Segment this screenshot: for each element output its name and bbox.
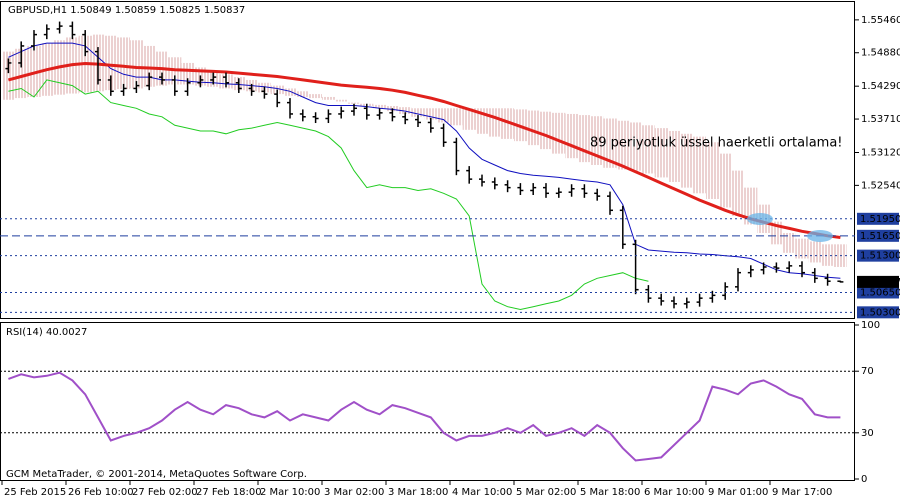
- cloud: [590, 116, 604, 165]
- level-box: [857, 306, 899, 319]
- y-tick-label: 1.54880: [861, 48, 900, 59]
- cloud: [552, 112, 566, 154]
- x-tick-label: 25 Feb 2015: [4, 487, 66, 498]
- cloud: [462, 108, 476, 130]
- level-box: [857, 249, 899, 262]
- level-label: 1.51300: [860, 251, 900, 262]
- cloud: [731, 170, 745, 216]
- cloud: [488, 108, 502, 137]
- cloud: [322, 96, 335, 100]
- cloud: [334, 99, 348, 102]
- cloud: [680, 133, 694, 188]
- highlight: [807, 230, 833, 242]
- x-tick-label: 4 Mar 10:00: [452, 487, 512, 498]
- y-tick-label: 0: [861, 474, 867, 485]
- cloud: [450, 108, 463, 126]
- indicator-line: [8, 79, 649, 311]
- cloud: [603, 118, 617, 168]
- x-tick-label: 9 Mar 01:00: [708, 487, 768, 498]
- y-tick-label: 1.55460: [861, 15, 900, 26]
- cloud: [104, 35, 118, 91]
- cloud: [309, 94, 322, 99]
- x-tick-label: 2 Mar 10:00: [260, 487, 320, 498]
- annotation: 89 periyotluk üssel haerketli ortalama!: [590, 136, 843, 151]
- cloud: [501, 108, 514, 139]
- indicator-line: [8, 371, 841, 462]
- cloud: [411, 108, 425, 117]
- cloud: [654, 128, 668, 178]
- cloud: [808, 241, 822, 263]
- cloud: [642, 125, 655, 174]
- level-box: [857, 212, 899, 225]
- cloud: [117, 37, 130, 90]
- cloud: [398, 107, 412, 114]
- x-tick-label: 9 Mar 17:00: [772, 487, 832, 498]
- cloud: [373, 104, 386, 109]
- cloud: [782, 232, 796, 253]
- rsi-frame: [0, 322, 855, 481]
- cloud: [718, 153, 732, 208]
- cloud: [693, 136, 706, 194]
- x-tick-label: 6 Mar 10:00: [644, 487, 704, 498]
- y-tick-label: 100: [861, 320, 880, 331]
- cloud: [629, 122, 642, 171]
- x-tick-label: 5 Mar 02:00: [516, 487, 576, 498]
- y-tick-label: 1.53120: [861, 147, 900, 158]
- y-tick-label: 70: [861, 366, 874, 377]
- price-label: 1.50837: [860, 277, 900, 288]
- level-label: 1.50300: [860, 307, 900, 318]
- x-tick-label: 3 Mar 02:00: [324, 487, 384, 498]
- cloud: [347, 102, 361, 104]
- cloud: [795, 238, 809, 259]
- cloud: [283, 88, 297, 96]
- indicator-line: [8, 61, 841, 239]
- level-label: 1.50650: [860, 287, 900, 298]
- x-tick-label: 27 Feb 18:00: [196, 487, 262, 498]
- x-tick-label: 3 Mar 18:00: [388, 487, 448, 498]
- cloud: [526, 110, 540, 146]
- price-box: [857, 275, 899, 288]
- level-label: 1.51650: [860, 231, 900, 242]
- cloud: [14, 48, 28, 99]
- cloud: [27, 45, 41, 97]
- x-tick-label: 26 Feb 10:00: [68, 487, 134, 498]
- x-tick-label: 27 Feb 02:00: [132, 487, 198, 498]
- cloud: [437, 108, 450, 123]
- footer: GCM MetaTrader, © 2001-2014, MetaQuotes …: [6, 469, 307, 480]
- y-tick-label: 30: [861, 428, 874, 439]
- indicator-line: [8, 42, 841, 279]
- cloud: [181, 62, 194, 85]
- cloud: [2, 51, 15, 100]
- rsi-title: RSI(14) 40.0027: [6, 327, 87, 338]
- cloud: [667, 130, 681, 182]
- level-label: 1.51950: [860, 214, 900, 225]
- cloud: [424, 108, 438, 120]
- y-tick-label: 1.52540: [861, 180, 900, 191]
- price-frame: [0, 1, 855, 319]
- y-tick-label: 1.54290: [861, 81, 900, 92]
- cloud: [821, 244, 834, 266]
- level-box: [857, 286, 899, 299]
- y-tick-label: 1.53710: [861, 114, 900, 125]
- x-tick-label: 5 Mar 18:00: [580, 487, 640, 498]
- cloud: [142, 45, 156, 87]
- cloud: [706, 142, 719, 199]
- cloud: [616, 120, 630, 170]
- cloud: [539, 111, 553, 150]
- cloud: [565, 113, 578, 159]
- cloud: [578, 115, 591, 163]
- cloud: [296, 91, 310, 97]
- highlight: [747, 213, 773, 225]
- level-box: [857, 229, 899, 242]
- price-title: GBPUSD,H1 1.50849 1.50859 1.50825 1.5083…: [8, 5, 245, 16]
